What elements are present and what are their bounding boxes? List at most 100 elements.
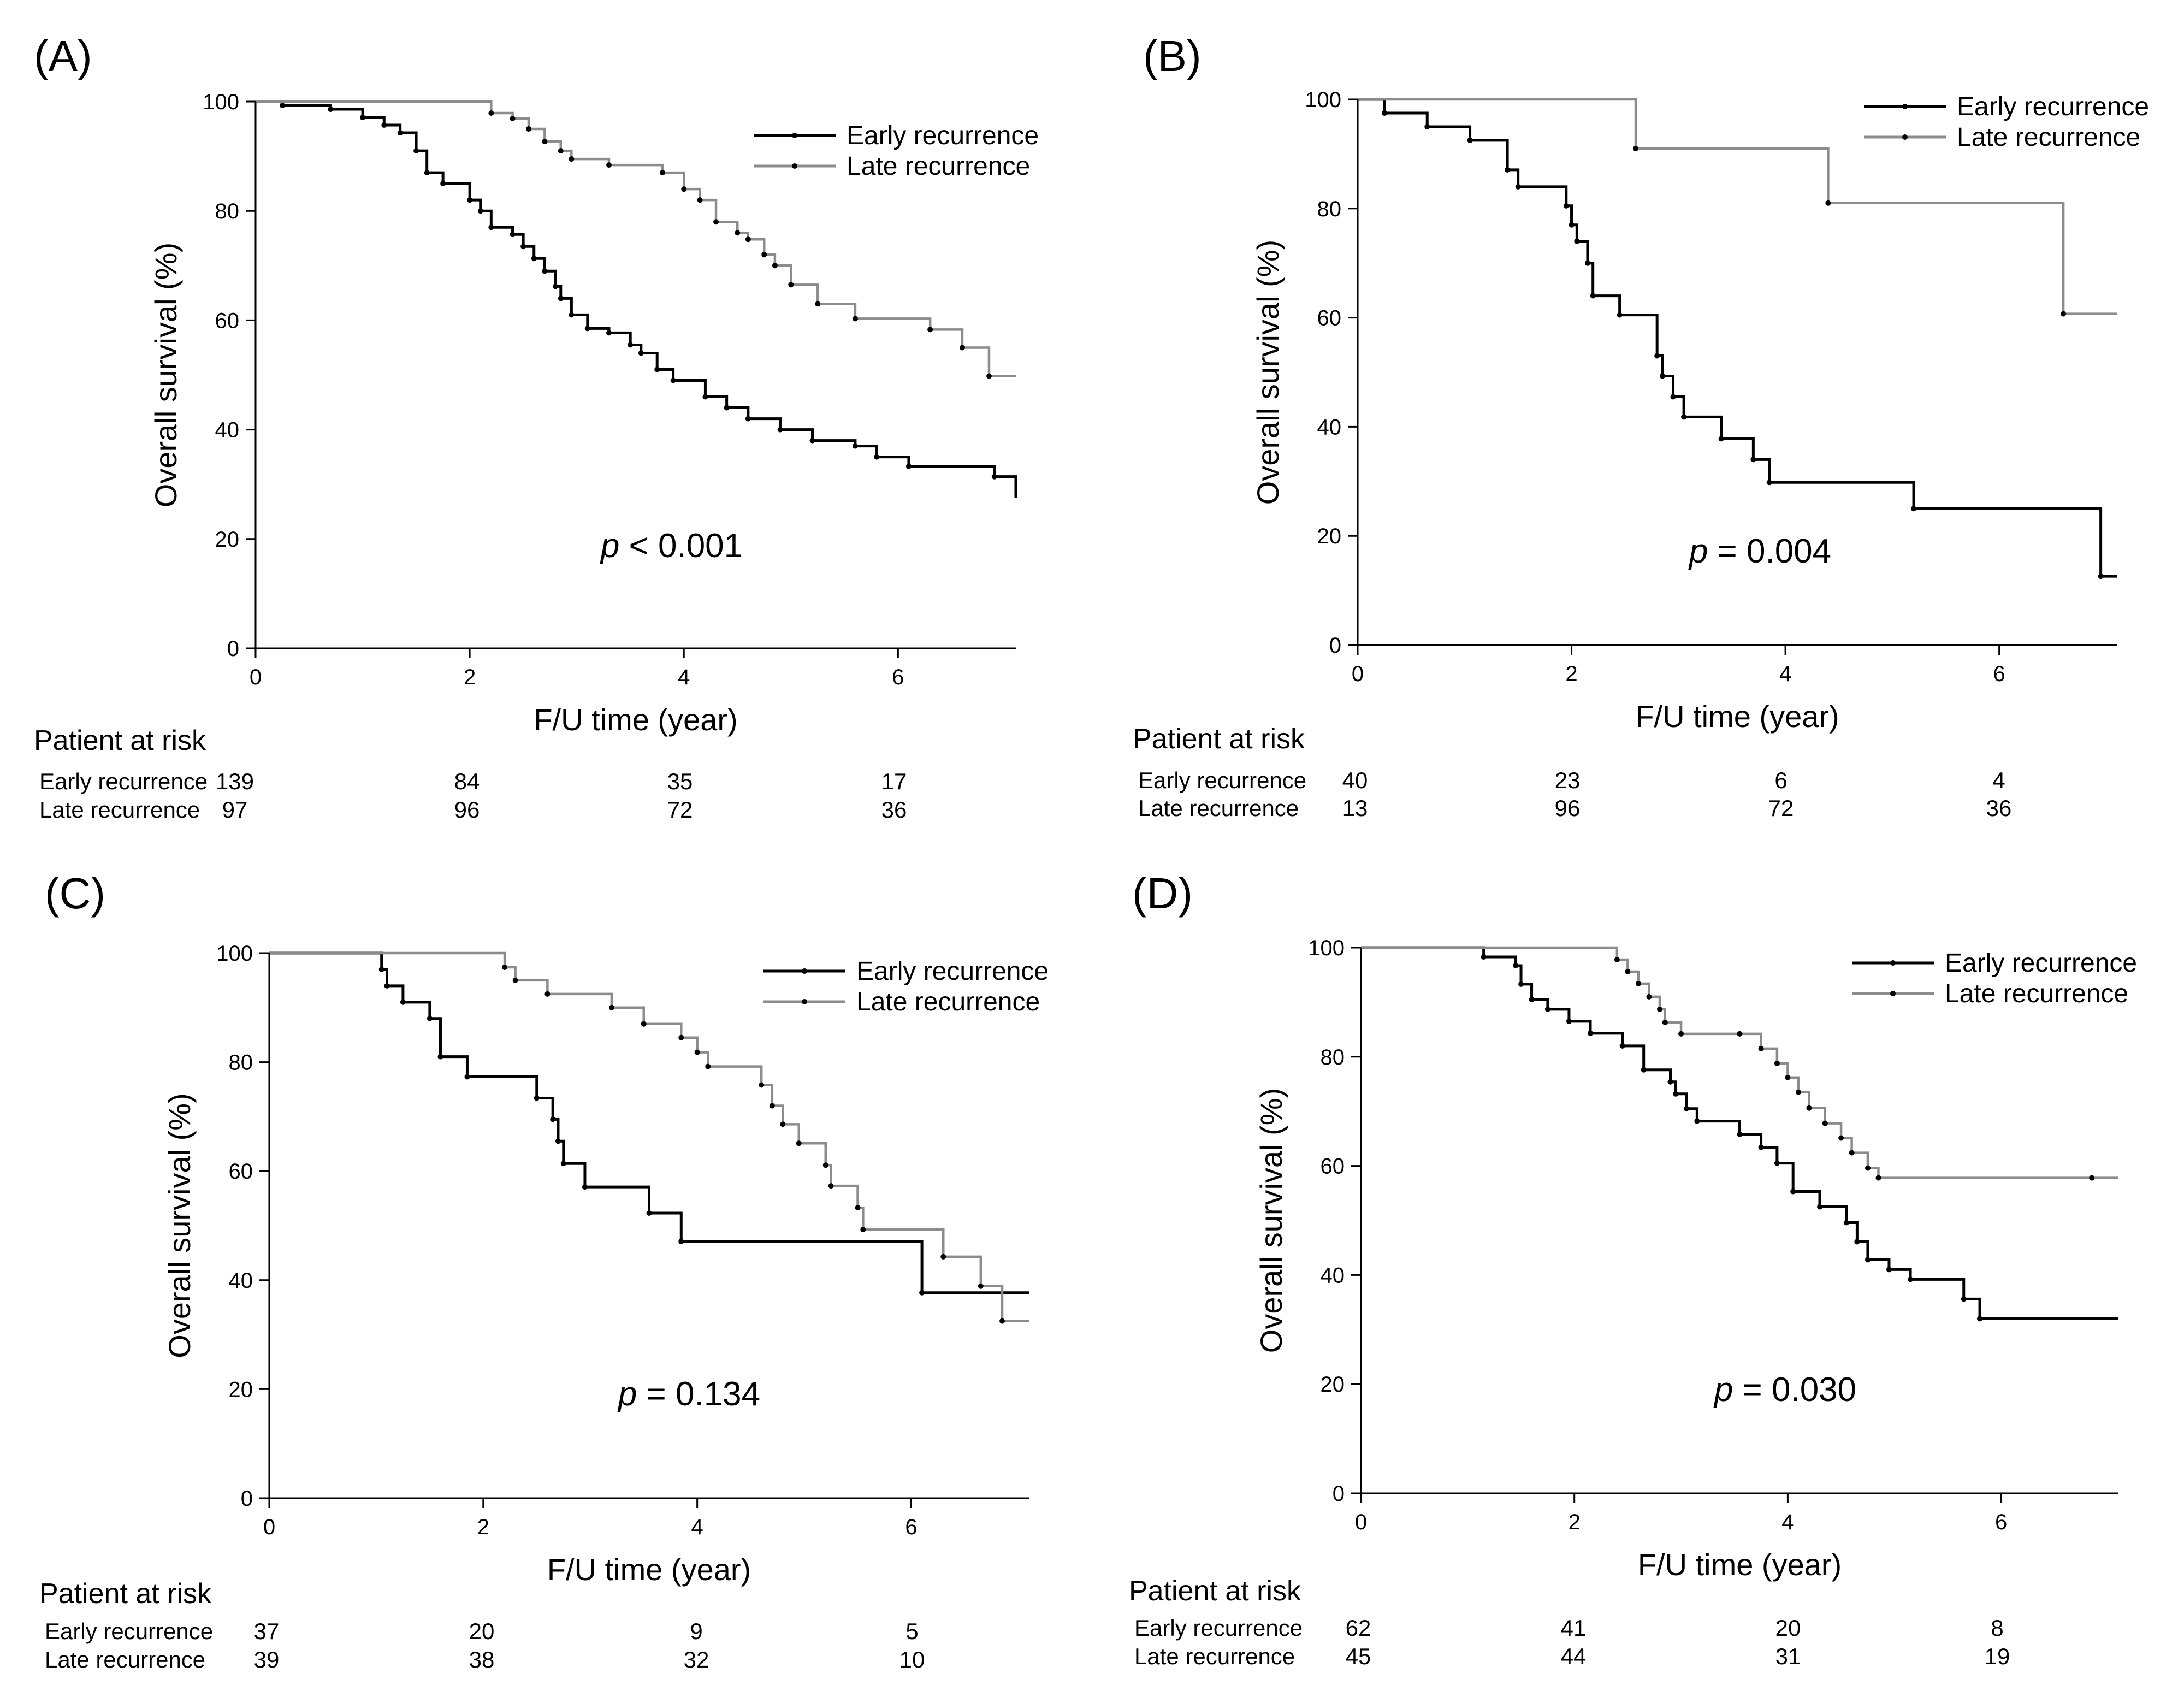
censor-mark	[1822, 1120, 1828, 1126]
censor-mark	[1381, 110, 1387, 116]
y-tick-label: 100	[203, 90, 239, 114]
x-tick-label: 0	[1352, 662, 1364, 686]
censor-mark	[1481, 954, 1487, 960]
censor-mark	[927, 327, 933, 333]
censor-mark	[828, 1183, 834, 1189]
risk-value: 4	[1992, 767, 2005, 793]
x-tick-label: 4	[678, 665, 690, 689]
legend-label: Early recurrence	[1957, 92, 2149, 121]
censor-mark	[582, 1184, 588, 1190]
censor-mark	[822, 1162, 828, 1168]
y-axis-label: Overall survival (%)	[1251, 240, 1285, 505]
censor-mark	[1569, 222, 1575, 228]
censor-mark	[1654, 353, 1660, 359]
legend-label: Late recurrence	[856, 988, 1040, 1016]
y-tick-label: 80	[1317, 197, 1342, 221]
censor-mark	[424, 170, 430, 176]
legend-marker	[792, 133, 797, 138]
x-tick-label: 2	[464, 665, 476, 689]
censor-mark	[1758, 1045, 1764, 1051]
risk-value: 139	[216, 768, 254, 794]
censor-mark	[606, 330, 612, 336]
risk-value: 10	[899, 1647, 925, 1672]
censor-mark	[1865, 1165, 1871, 1171]
y-tick-label: 40	[1321, 1263, 1345, 1287]
censor-mark	[360, 115, 366, 121]
censor-mark	[1646, 994, 1652, 1000]
y-tick-label: 20	[1317, 524, 1342, 548]
risk-value: 39	[254, 1647, 280, 1672]
censor-mark	[777, 427, 783, 433]
censor-mark	[1544, 1006, 1550, 1012]
censor-mark	[1817, 1204, 1823, 1210]
risk-value: 36	[881, 797, 907, 823]
censor-mark	[1673, 1091, 1679, 1097]
x-tick-label: 0	[1355, 1510, 1367, 1534]
risk-value: 84	[454, 768, 480, 794]
x-tick-label: 6	[892, 665, 904, 689]
censor-mark	[400, 999, 406, 1005]
x-tick-label: 4	[691, 1515, 703, 1539]
censor-mark	[1617, 312, 1623, 318]
censor-mark	[534, 1095, 540, 1101]
censor-mark	[705, 1063, 711, 1069]
censor-mark	[1563, 203, 1569, 209]
censor-mark	[328, 107, 334, 113]
risk-value: 19	[1985, 1643, 2010, 1669]
censor-mark	[606, 162, 612, 168]
p-value-text: < 0.001	[619, 527, 743, 565]
censor-mark	[555, 1138, 561, 1144]
censor-mark	[437, 1054, 443, 1060]
y-tick-label: 0	[241, 1487, 253, 1511]
censor-mark	[510, 116, 516, 122]
censor-mark	[1961, 1296, 1967, 1302]
censor-mark	[660, 170, 666, 176]
risk-table-title: Patient at risk	[39, 1578, 212, 1610]
censor-mark	[697, 197, 703, 203]
censor-mark	[1683, 1105, 1689, 1111]
y-tick-label: 80	[215, 199, 240, 223]
censor-mark	[905, 463, 912, 469]
risk-row-label: Early recurrence	[1134, 1615, 1303, 1641]
y-tick-label: 100	[216, 942, 253, 966]
censor-mark	[855, 1205, 861, 1211]
y-tick-label: 80	[229, 1051, 253, 1075]
x-tick-label: 4	[1779, 662, 1791, 686]
x-tick-label: 6	[1993, 662, 2005, 686]
censor-mark	[815, 301, 821, 307]
censor-mark	[654, 366, 660, 372]
censor-mark	[761, 252, 767, 258]
censor-mark	[512, 977, 518, 983]
risk-value: 44	[1561, 1643, 1587, 1669]
censor-mark	[569, 156, 575, 162]
censor-mark	[1795, 1089, 1801, 1095]
p-value: p = 0.030	[1713, 1371, 1856, 1409]
x-tick-label: 2	[1565, 662, 1577, 686]
panel-d: (D) 0 20 40 60 80 100 0 2 4 6 F/U time (year) Overa…	[1092, 848, 2184, 1697]
censor-mark	[780, 1121, 786, 1127]
censor-mark	[464, 1074, 470, 1080]
censor-mark	[560, 1161, 566, 1167]
risk-value: 35	[667, 768, 693, 794]
x-tick-label: 4	[1781, 1510, 1794, 1534]
censor-mark	[670, 377, 676, 383]
censor-mark	[713, 219, 719, 225]
censor-mark	[1659, 373, 1665, 379]
y-axis-label: Overall survival (%)	[1254, 1088, 1288, 1353]
censor-mark	[1843, 1220, 1849, 1226]
panel-label: (D)	[1132, 869, 1193, 918]
censor-mark	[1854, 1239, 1860, 1245]
legend-label: Early recurrence	[847, 121, 1039, 150]
censor-mark	[1566, 1018, 1572, 1024]
p-value: p = 0.134	[617, 1375, 760, 1413]
censor-mark	[1774, 1060, 1780, 1066]
legend-marker	[792, 163, 797, 169]
risk-value: 31	[1775, 1643, 1801, 1669]
risk-row-label: Early recurrence	[45, 1618, 213, 1644]
censor-mark	[1908, 1276, 1914, 1282]
survival-curve-early	[1361, 946, 2118, 1320]
censor-mark	[646, 1210, 652, 1216]
censor-mark	[558, 148, 564, 154]
risk-value: 96	[454, 797, 480, 823]
censor-mark	[552, 283, 558, 289]
